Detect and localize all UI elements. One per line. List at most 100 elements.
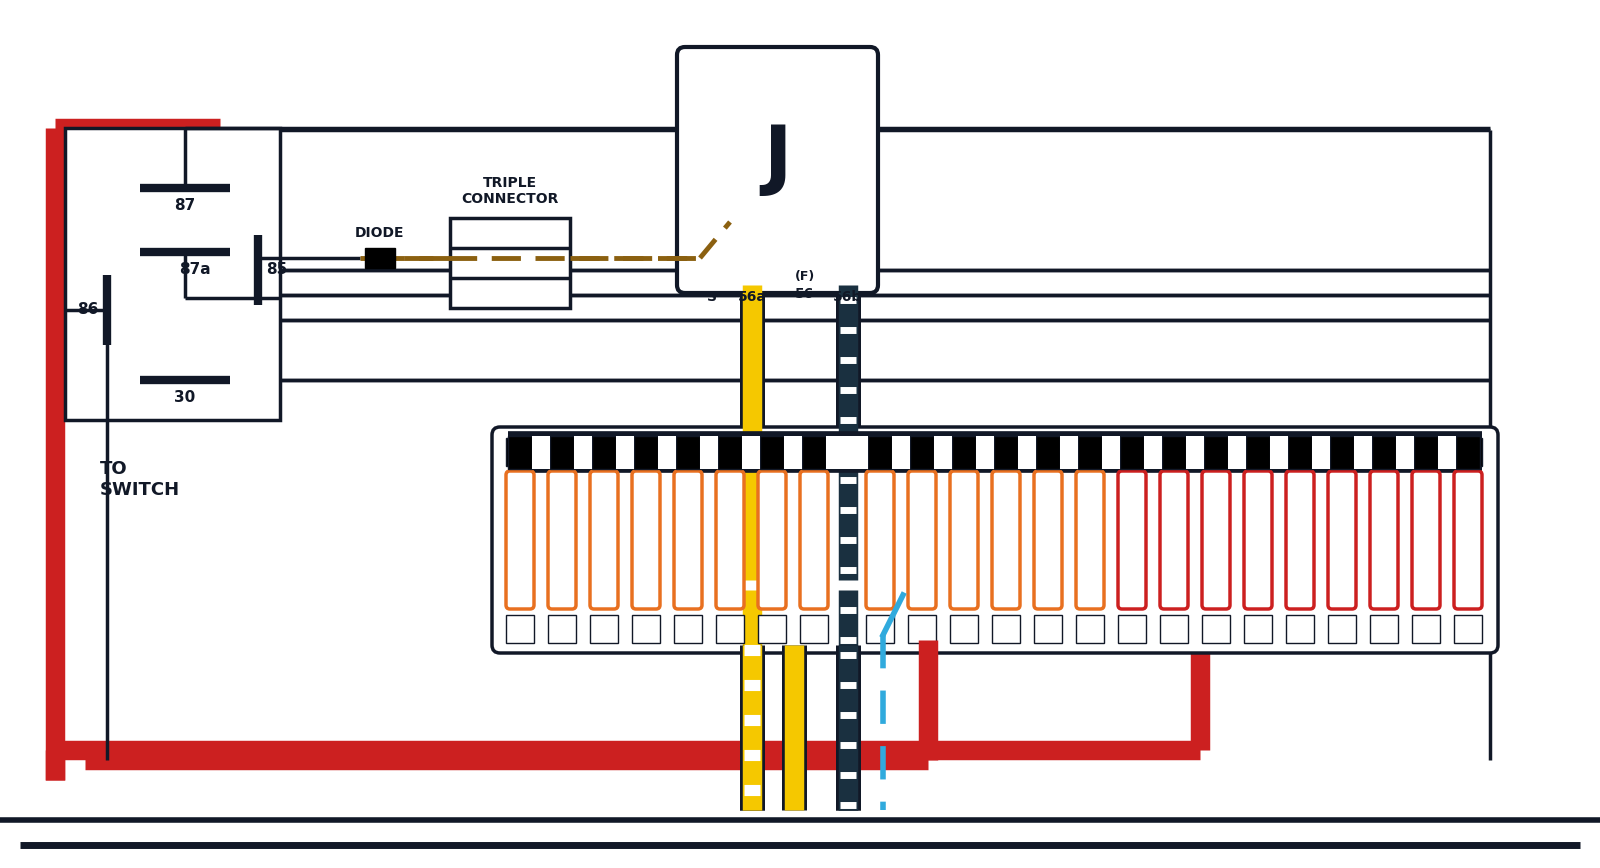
FancyBboxPatch shape: [950, 471, 978, 609]
Bar: [1245, 615, 1272, 643]
FancyBboxPatch shape: [590, 471, 618, 609]
Bar: [910, 436, 934, 469]
Bar: [1395, 436, 1414, 469]
Bar: [1413, 615, 1440, 643]
FancyBboxPatch shape: [1370, 471, 1398, 609]
FancyBboxPatch shape: [1413, 471, 1440, 609]
Bar: [1118, 438, 1146, 466]
Text: TRIPLE
CONNECTOR: TRIPLE CONNECTOR: [461, 176, 558, 206]
Text: 56: 56: [795, 287, 814, 301]
Bar: [893, 436, 910, 469]
Bar: [950, 615, 978, 643]
FancyBboxPatch shape: [909, 471, 936, 609]
FancyBboxPatch shape: [1245, 471, 1272, 609]
FancyBboxPatch shape: [493, 427, 1498, 653]
Bar: [590, 438, 618, 466]
FancyBboxPatch shape: [506, 471, 534, 609]
FancyBboxPatch shape: [1075, 471, 1104, 609]
Bar: [506, 438, 534, 466]
Bar: [1202, 438, 1230, 466]
Bar: [1202, 615, 1230, 643]
FancyBboxPatch shape: [1160, 471, 1187, 609]
FancyBboxPatch shape: [1328, 471, 1357, 609]
FancyBboxPatch shape: [1286, 471, 1314, 609]
Bar: [1075, 615, 1104, 643]
Bar: [701, 436, 718, 469]
Bar: [1286, 615, 1314, 643]
Bar: [634, 436, 658, 469]
Bar: [450, 218, 570, 308]
Bar: [1078, 436, 1102, 469]
Bar: [616, 436, 634, 469]
Bar: [717, 615, 744, 643]
Bar: [826, 436, 867, 469]
Bar: [1120, 436, 1144, 469]
Bar: [1034, 615, 1062, 643]
Bar: [758, 438, 786, 466]
Bar: [1438, 436, 1456, 469]
Bar: [909, 438, 936, 466]
Text: (F): (F): [795, 270, 814, 283]
FancyBboxPatch shape: [674, 471, 702, 609]
Bar: [674, 615, 702, 643]
Bar: [550, 436, 574, 469]
Bar: [1245, 438, 1272, 466]
Bar: [547, 615, 576, 643]
Bar: [574, 436, 592, 469]
Bar: [1454, 615, 1482, 643]
Bar: [1328, 615, 1357, 643]
Bar: [866, 615, 894, 643]
Bar: [1454, 438, 1482, 466]
Bar: [1205, 436, 1229, 469]
Text: 56b: 56b: [834, 290, 862, 304]
Bar: [632, 438, 661, 466]
Bar: [934, 436, 952, 469]
Bar: [784, 436, 802, 469]
Bar: [758, 615, 786, 643]
Bar: [531, 436, 550, 469]
Bar: [1414, 436, 1438, 469]
Bar: [1059, 436, 1078, 469]
Bar: [658, 436, 675, 469]
Bar: [365, 248, 395, 268]
Text: 86: 86: [78, 303, 99, 318]
Bar: [1286, 438, 1314, 466]
Text: J: J: [763, 123, 792, 197]
Bar: [992, 615, 1021, 643]
FancyBboxPatch shape: [992, 471, 1021, 609]
Bar: [509, 436, 531, 469]
Text: 56a: 56a: [738, 290, 766, 304]
Bar: [950, 438, 978, 466]
Bar: [1075, 438, 1104, 466]
Bar: [1354, 436, 1373, 469]
Bar: [1144, 436, 1162, 469]
FancyBboxPatch shape: [677, 47, 878, 293]
FancyBboxPatch shape: [717, 471, 744, 609]
Bar: [866, 438, 894, 466]
Bar: [1160, 615, 1187, 643]
Bar: [1456, 436, 1480, 469]
Bar: [760, 436, 784, 469]
Bar: [1118, 615, 1146, 643]
Bar: [1370, 615, 1398, 643]
Text: DIODE: DIODE: [355, 226, 405, 240]
Bar: [1270, 436, 1288, 469]
Bar: [1413, 438, 1440, 466]
Bar: [800, 615, 829, 643]
Bar: [976, 436, 994, 469]
Bar: [909, 615, 936, 643]
Text: 85: 85: [266, 262, 288, 278]
FancyBboxPatch shape: [866, 471, 894, 609]
Bar: [592, 436, 616, 469]
FancyBboxPatch shape: [547, 471, 576, 609]
Bar: [547, 438, 576, 466]
FancyBboxPatch shape: [1034, 471, 1062, 609]
Bar: [1160, 438, 1187, 466]
Bar: [1373, 436, 1395, 469]
Bar: [1162, 436, 1186, 469]
Bar: [1370, 438, 1398, 466]
FancyBboxPatch shape: [1202, 471, 1230, 609]
Bar: [952, 436, 976, 469]
Text: 30: 30: [174, 390, 195, 405]
Bar: [994, 436, 1018, 469]
